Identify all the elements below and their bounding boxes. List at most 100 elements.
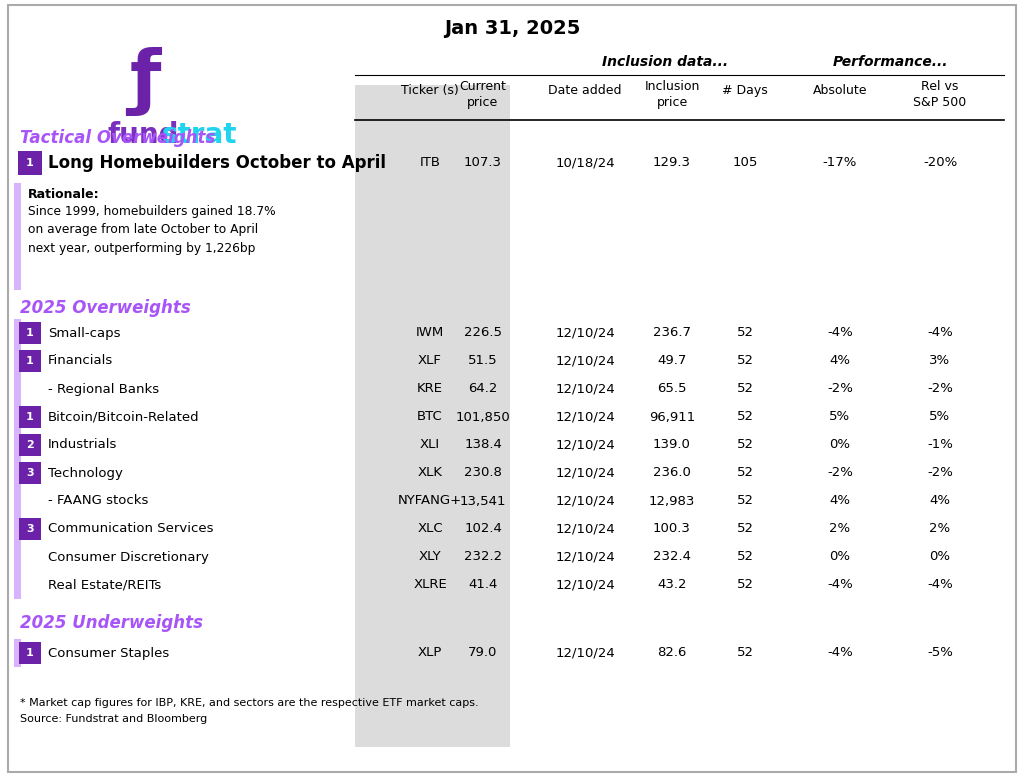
Text: Inclusion
price: Inclusion price <box>644 80 699 109</box>
Text: 52: 52 <box>736 354 754 368</box>
Text: 52: 52 <box>736 522 754 535</box>
Text: 138.4: 138.4 <box>464 438 502 451</box>
Text: 2: 2 <box>27 440 34 450</box>
Text: 101,850: 101,850 <box>456 410 510 423</box>
Text: strat: strat <box>162 121 238 149</box>
Bar <box>355 85 510 747</box>
Text: Performance...: Performance... <box>833 55 948 69</box>
Bar <box>19 462 41 484</box>
Text: - Regional Banks: - Regional Banks <box>48 382 159 395</box>
Text: Communication Services: Communication Services <box>48 522 213 535</box>
Text: 64.2: 64.2 <box>468 382 498 395</box>
Text: Absolute: Absolute <box>813 84 867 97</box>
Text: 12/10/24: 12/10/24 <box>555 438 614 451</box>
Text: 102.4: 102.4 <box>464 522 502 535</box>
Text: 12/10/24: 12/10/24 <box>555 326 614 340</box>
Text: 43.2: 43.2 <box>657 579 687 591</box>
Text: -4%: -4% <box>827 326 853 340</box>
Text: 2%: 2% <box>930 522 950 535</box>
Bar <box>14 183 22 290</box>
Text: 100.3: 100.3 <box>653 522 691 535</box>
Text: -2%: -2% <box>827 382 853 395</box>
Text: -2%: -2% <box>927 382 953 395</box>
Text: -4%: -4% <box>827 646 853 660</box>
Text: 105: 105 <box>732 156 758 169</box>
Text: Source: Fundstrat and Bloomberg: Source: Fundstrat and Bloomberg <box>20 714 207 724</box>
Bar <box>19 518 41 540</box>
Text: 12/10/24: 12/10/24 <box>555 410 614 423</box>
Text: 3: 3 <box>27 468 34 478</box>
Text: Ticker (s): Ticker (s) <box>401 84 459 97</box>
Text: Inclusion data...: Inclusion data... <box>602 55 728 69</box>
Text: -2%: -2% <box>927 466 953 479</box>
Text: -4%: -4% <box>927 326 953 340</box>
Text: Jan 31, 2025: Jan 31, 2025 <box>443 19 581 37</box>
Text: 1: 1 <box>27 648 34 658</box>
Text: 232.2: 232.2 <box>464 550 502 563</box>
Text: XLRE: XLRE <box>413 579 446 591</box>
Text: 107.3: 107.3 <box>464 156 502 169</box>
Text: 4%: 4% <box>829 494 851 507</box>
Bar <box>19 642 41 664</box>
Text: 52: 52 <box>736 466 754 479</box>
Text: # Days: # Days <box>722 84 768 97</box>
Text: 12/10/24: 12/10/24 <box>555 579 614 591</box>
Text: 3: 3 <box>27 524 34 534</box>
Text: -4%: -4% <box>827 579 853 591</box>
Text: 52: 52 <box>736 550 754 563</box>
Text: Long Homebuilders October to April: Long Homebuilders October to April <box>48 154 386 172</box>
Text: NYFANG+: NYFANG+ <box>398 494 462 507</box>
Bar <box>14 639 22 667</box>
Text: 65.5: 65.5 <box>657 382 687 395</box>
Text: 236.0: 236.0 <box>653 466 691 479</box>
Text: 52: 52 <box>736 438 754 451</box>
Text: 79.0: 79.0 <box>468 646 498 660</box>
Text: -5%: -5% <box>927 646 953 660</box>
Text: ITB: ITB <box>420 156 440 169</box>
Text: 3%: 3% <box>930 354 950 368</box>
Text: 0%: 0% <box>930 550 950 563</box>
Text: 52: 52 <box>736 646 754 660</box>
Text: 129.3: 129.3 <box>653 156 691 169</box>
Text: Industrials: Industrials <box>48 438 118 451</box>
Text: XLC: XLC <box>417 522 442 535</box>
Text: Financials: Financials <box>48 354 114 368</box>
Text: - FAANG stocks: - FAANG stocks <box>48 494 148 507</box>
Text: Rationale:: Rationale: <box>28 188 99 201</box>
Text: Small-caps: Small-caps <box>48 326 121 340</box>
Text: XLY: XLY <box>419 550 441 563</box>
Text: 96,911: 96,911 <box>649 410 695 423</box>
Text: -20%: -20% <box>923 156 957 169</box>
Text: 12/10/24: 12/10/24 <box>555 354 614 368</box>
Text: Since 1999, homebuilders gained 18.7%
on average from late October to April
next: Since 1999, homebuilders gained 18.7% on… <box>28 205 275 255</box>
Text: * Market cap figures for IBP, KRE, and sectors are the respective ETF market cap: * Market cap figures for IBP, KRE, and s… <box>20 698 478 708</box>
Text: 13,541: 13,541 <box>460 494 506 507</box>
Text: 2025 Underweights: 2025 Underweights <box>20 614 203 632</box>
Bar <box>19 434 41 456</box>
Text: ƒ: ƒ <box>129 47 161 117</box>
Text: 51.5: 51.5 <box>468 354 498 368</box>
Text: 230.8: 230.8 <box>464 466 502 479</box>
Text: Technology: Technology <box>48 466 123 479</box>
Text: 4%: 4% <box>930 494 950 507</box>
Text: 12/10/24: 12/10/24 <box>555 466 614 479</box>
Text: 2%: 2% <box>829 522 851 535</box>
Text: 0%: 0% <box>829 438 851 451</box>
Text: 12/10/24: 12/10/24 <box>555 494 614 507</box>
Text: XLI: XLI <box>420 438 440 451</box>
Bar <box>14 319 22 599</box>
Text: XLF: XLF <box>418 354 442 368</box>
Text: 82.6: 82.6 <box>657 646 687 660</box>
Text: 4%: 4% <box>829 354 851 368</box>
Text: Consumer Discretionary: Consumer Discretionary <box>48 550 209 563</box>
Text: 232.4: 232.4 <box>653 550 691 563</box>
Text: Consumer Staples: Consumer Staples <box>48 646 169 660</box>
Text: 12/10/24: 12/10/24 <box>555 550 614 563</box>
Text: 1: 1 <box>27 412 34 422</box>
Text: 139.0: 139.0 <box>653 438 691 451</box>
Text: 52: 52 <box>736 326 754 340</box>
Text: 52: 52 <box>736 494 754 507</box>
Text: Real Estate/REITs: Real Estate/REITs <box>48 579 161 591</box>
Text: Tactical Overweights: Tactical Overweights <box>20 129 215 147</box>
Text: 52: 52 <box>736 410 754 423</box>
